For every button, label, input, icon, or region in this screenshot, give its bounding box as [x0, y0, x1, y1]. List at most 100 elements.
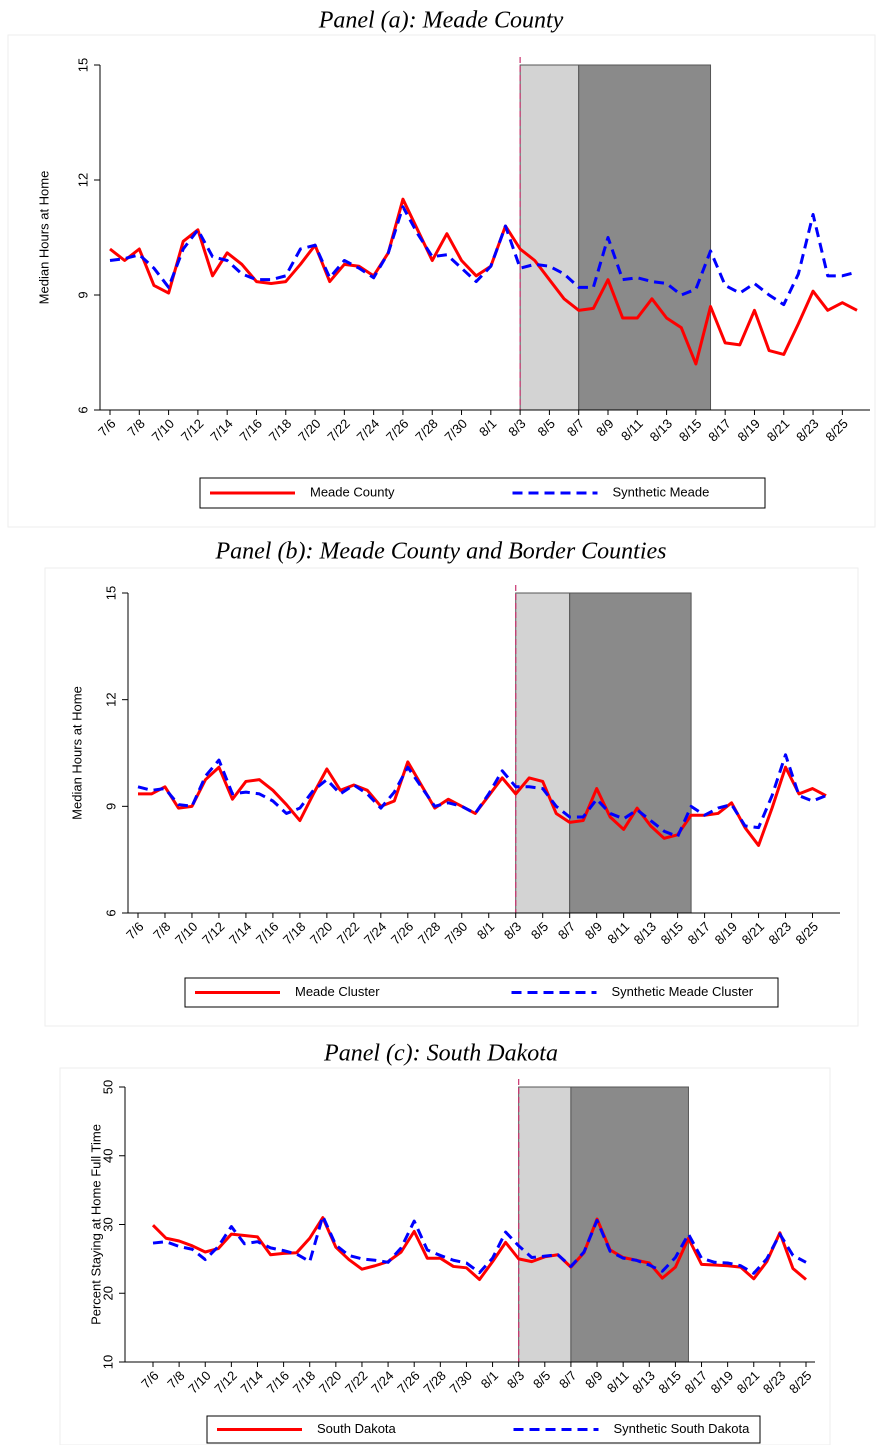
y-tick-label: 10 [100, 1355, 115, 1369]
x-tick-label: 8/17 [682, 1368, 711, 1397]
x-tick-label: 7/18 [280, 919, 309, 948]
x-tick-label: 8/11 [618, 416, 646, 444]
x-tick-label: 7/24 [361, 919, 390, 948]
x-tick-label: 8/13 [631, 919, 660, 948]
legend-label: Synthetic South Dakota [614, 1421, 751, 1436]
x-tick-label: 7/26 [383, 416, 412, 445]
x-tick-label: 7/18 [266, 416, 295, 445]
series-line [138, 760, 827, 847]
x-tick-label: 8/25 [786, 1368, 815, 1397]
legend-box [184, 977, 779, 1008]
x-tick-label: 8/7 [555, 919, 578, 942]
x-tick-label: 7/28 [412, 416, 441, 445]
x-tick-label: 7/12 [199, 919, 228, 948]
x-tick-label: 8/3 [505, 416, 528, 439]
y-tick-label: 15 [75, 58, 90, 72]
x-tick-label: 8/25 [822, 416, 851, 445]
series-line [151, 1216, 807, 1281]
x-tick-label: 7/16 [264, 1368, 293, 1397]
x-tick-label: 7/6 [95, 416, 118, 439]
x-tick-label: 7/30 [442, 416, 471, 445]
x-tick-label: 7/14 [207, 416, 236, 445]
x-tick-label: 8/9 [593, 416, 616, 439]
x-tick-label: 8/7 [556, 1368, 579, 1391]
x-tick-label: 7/28 [420, 1368, 449, 1397]
x-tick-label: 8/1 [476, 416, 499, 439]
x-tick-label: 8/3 [504, 1368, 527, 1391]
y-tick-label: 12 [103, 692, 118, 706]
shaded-period [518, 1086, 572, 1363]
series-line [137, 753, 827, 839]
x-tick-label: 8/5 [535, 416, 558, 439]
x-tick-label: 8/15 [658, 919, 687, 948]
x-tick-label: 8/13 [647, 416, 676, 445]
y-tick-label: 9 [103, 803, 118, 810]
x-tick-label: 7/22 [334, 919, 363, 948]
x-tick-label: 7/16 [237, 416, 266, 445]
x-tick-label: 7/20 [316, 1368, 345, 1397]
panel-frame [59, 1067, 831, 1445]
x-tick-label: 7/8 [150, 919, 173, 942]
y-tick-label: 40 [100, 1149, 115, 1163]
x-tick-label: 7/12 [178, 416, 207, 445]
x-tick-label: 8/17 [685, 919, 714, 948]
x-tick-label: 7/24 [354, 416, 383, 445]
x-tick-label: 8/13 [629, 1368, 658, 1397]
legend-label: South Dakota [317, 1421, 397, 1436]
shaded-period [570, 1086, 689, 1363]
x-tick-label: 7/10 [149, 416, 178, 445]
x-tick-label: 7/6 [123, 919, 146, 942]
y-tick-label: 6 [75, 406, 90, 413]
legend-label: Synthetic Meade Cluster [612, 984, 754, 999]
panel-title: Panel (c): South Dakota [323, 1041, 558, 1067]
x-tick-label: 8/19 [735, 416, 764, 445]
x-tick-label: 8/23 [766, 919, 795, 948]
x-tick-label: 8/9 [582, 1368, 605, 1391]
x-tick-label: 7/18 [290, 1368, 319, 1397]
x-tick-label: 8/15 [655, 1368, 684, 1397]
panel-title: Panel (a): Meade County [318, 8, 564, 34]
x-tick-label: 8/5 [530, 1368, 553, 1391]
x-tick-label: 7/8 [164, 1368, 187, 1391]
panel-frame [7, 34, 876, 528]
x-tick-label: 7/16 [253, 919, 282, 948]
x-tick-label: 8/5 [528, 919, 551, 942]
series-line [109, 197, 858, 366]
x-tick-label: 8/25 [793, 919, 822, 948]
x-tick-label: 8/15 [676, 416, 705, 445]
x-tick-label: 7/10 [185, 1368, 214, 1397]
x-tick-label: 7/26 [394, 1368, 423, 1397]
x-tick-label: 8/21 [734, 1368, 763, 1397]
x-tick-label: 8/11 [604, 1368, 632, 1396]
shaded-period [578, 64, 712, 411]
x-tick-label: 8/9 [582, 919, 605, 942]
legend-label: Meade Cluster [295, 984, 380, 999]
shaded-period [519, 64, 580, 411]
x-tick-label: 7/10 [172, 919, 201, 948]
x-tick-label: 7/30 [446, 1368, 475, 1397]
x-tick-label: 8/3 [501, 919, 524, 942]
x-tick-label: 8/11 [604, 919, 632, 947]
legend-label: Meade County [310, 484, 395, 499]
x-tick-label: 8/1 [474, 919, 497, 942]
shaded-period [515, 592, 571, 914]
x-tick-label: 7/24 [368, 1368, 397, 1397]
y-axis-label: Percent Staying at Home Full Time [88, 1124, 103, 1325]
x-tick-label: 8/7 [564, 416, 587, 439]
y-tick-label: 20 [100, 1286, 115, 1300]
x-tick-label: 8/21 [764, 416, 793, 445]
x-tick-label: 7/22 [324, 416, 353, 445]
y-tick-label: 6 [103, 909, 118, 916]
series-line [109, 205, 858, 307]
series-line [152, 1214, 807, 1275]
legend-label: Synthetic Meade [613, 484, 710, 499]
y-tick-label: 30 [100, 1217, 115, 1231]
x-tick-label: 7/14 [226, 919, 255, 948]
y-tick-label: 50 [100, 1080, 115, 1094]
x-tick-label: 8/23 [793, 416, 822, 445]
y-axis-label: Median Hours at Home [36, 171, 51, 305]
shaded-period [569, 592, 692, 914]
x-tick-label: 8/19 [712, 919, 741, 948]
panel-title: Panel (b): Meade County and Border Count… [214, 539, 666, 565]
